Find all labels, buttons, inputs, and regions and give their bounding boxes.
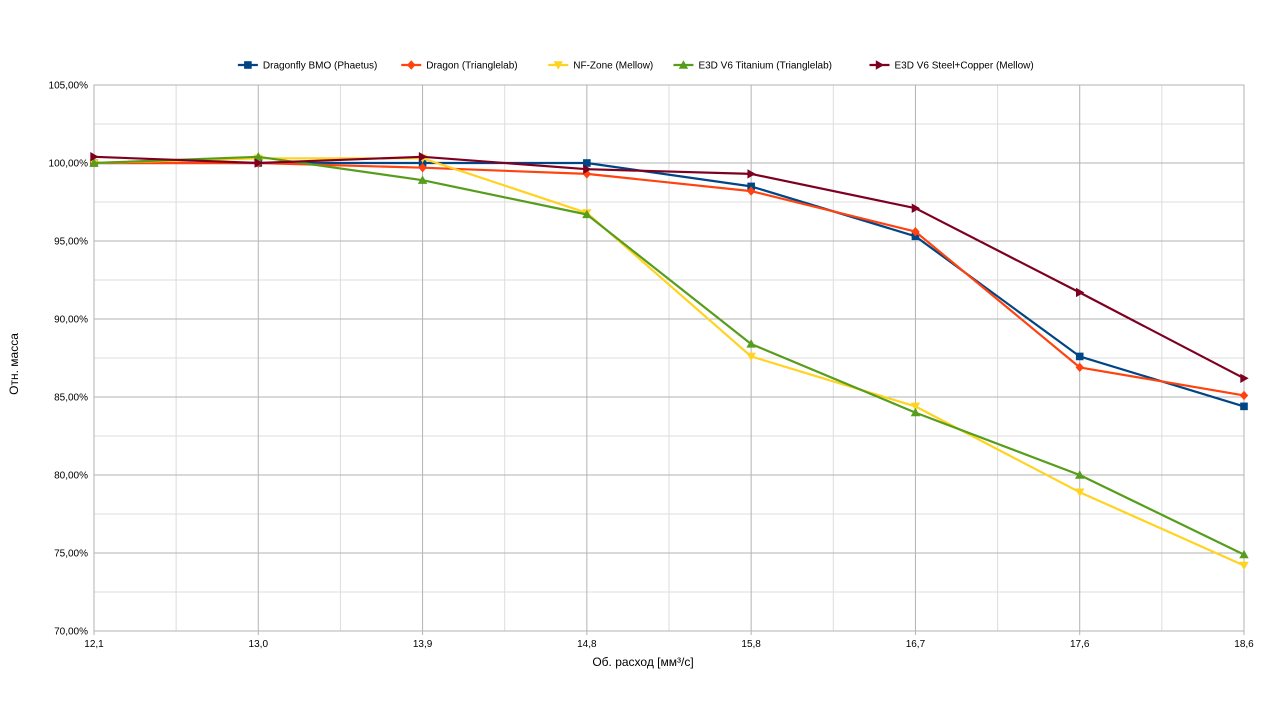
x-tick-label: 13,0 <box>249 639 269 650</box>
data-point <box>1239 390 1249 401</box>
data-point <box>910 407 921 417</box>
series-4 <box>89 152 1249 559</box>
legend-item: NF-Zone (Mellow) <box>548 61 653 72</box>
legend-marker <box>244 61 252 69</box>
data-point <box>254 158 263 168</box>
data-point <box>1240 373 1249 383</box>
x-tick-label: 14,8 <box>577 639 597 650</box>
data-point <box>910 402 921 412</box>
data-point <box>746 352 756 362</box>
data-point <box>418 152 428 162</box>
legend-marker <box>875 60 885 70</box>
legend-item: Dragon (Trianglelab) <box>401 60 518 72</box>
data-point <box>746 339 756 348</box>
legend: Dragonfly BMO (Phaetus) Dragon (Trianglel… <box>237 60 1034 72</box>
data-point <box>1075 362 1084 373</box>
legend-label: NF-Zone (Mellow) <box>573 61 653 72</box>
data-point <box>90 152 99 162</box>
y-tick-label: 90,00% <box>54 315 88 326</box>
data-point <box>418 162 427 173</box>
y-tick-label: 85,00% <box>54 393 88 404</box>
series-line <box>94 161 1245 397</box>
x-tick-label: 17,6 <box>1070 639 1090 650</box>
legend-label: Dragon (Trianglelab) <box>426 61 517 72</box>
data-point <box>582 209 592 219</box>
plot-area-border <box>93 84 1245 632</box>
data-point <box>1076 287 1085 298</box>
y-tick-label: 105,00% <box>49 81 89 92</box>
data-point <box>1075 488 1085 497</box>
legend-marker <box>678 60 689 69</box>
y-tick-label: 70,00% <box>54 627 88 638</box>
data-point <box>417 175 428 184</box>
legend-label: E3D V6 Steel+Copper (Mellow) <box>895 61 1034 72</box>
data-point <box>1240 402 1248 411</box>
x-tick-label: 15,8 <box>741 639 761 650</box>
x-tick-label: 13,9 <box>413 639 433 650</box>
y-tick-label: 80,00% <box>54 471 88 482</box>
y-axis-title: Отн. масса <box>7 333 21 395</box>
grid <box>93 84 1245 632</box>
data-point <box>1075 352 1084 361</box>
data-point <box>1239 549 1249 559</box>
series-lines <box>89 152 1249 571</box>
data-point <box>1075 470 1085 479</box>
legend-marker <box>553 61 563 70</box>
legend-label: Dragonfly BMO (Phaetus) <box>263 61 378 72</box>
x-axis-title: Об. расход [мм³/с] <box>592 655 693 669</box>
data-point <box>747 169 756 179</box>
data-point <box>1239 561 1249 571</box>
legend-item: Dragonfly BMO (Phaetus) <box>237 61 378 72</box>
data-point <box>911 203 921 213</box>
y-tick-label: 95,00% <box>54 237 88 248</box>
legend-marker <box>407 60 416 70</box>
series-5 <box>90 152 1249 383</box>
series-line <box>93 155 1245 556</box>
x-tick-label: 12,1 <box>84 639 104 650</box>
data-point <box>583 164 592 174</box>
legend-label: E3D V6 Titanium (Trianglelab) <box>698 61 832 72</box>
data-point <box>89 158 99 167</box>
legend-item: E3D V6 Steel+Copper (Mellow) <box>869 60 1034 72</box>
x-tick-label: 16,7 <box>906 639 926 650</box>
data-point <box>583 159 591 167</box>
data-point <box>746 186 756 196</box>
series-line <box>93 155 1245 380</box>
series-line <box>93 157 1245 567</box>
y-tick-label: 100,00% <box>49 159 89 170</box>
legend-item: E3D V6 Titanium (Trianglelab) <box>673 60 832 72</box>
y-tick-label: 75,00% <box>54 549 88 560</box>
x-tick-label: 18,6 <box>1234 639 1254 650</box>
axes: 70,00% 75,00% 80,00% 85,00% 90,00% 95,00% 100,… <box>49 81 1255 651</box>
data-point <box>911 226 920 237</box>
data-point <box>253 152 263 161</box>
